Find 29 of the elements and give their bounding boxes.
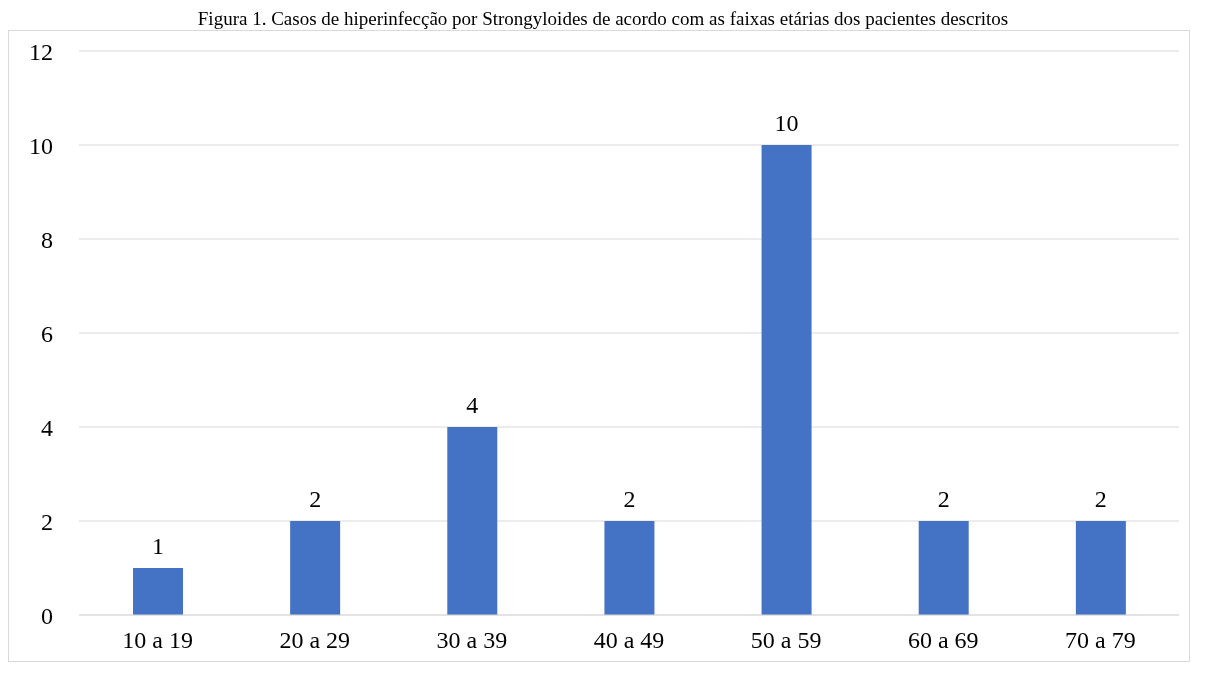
bar (290, 521, 341, 615)
chart-title: Figura 1. Casos de hiperinfecção por Strongyloides de acordo com as faixas etárias dos pacientes descritos (196, 8, 1010, 30)
bar (447, 427, 498, 615)
bar (604, 521, 655, 615)
data-label: 2 (937, 486, 950, 512)
bar (133, 568, 183, 615)
y-tick-label: 4 (41, 414, 53, 441)
y-tick-label: 0 (41, 602, 53, 629)
y-tick-label: 10 (29, 132, 53, 159)
y-tick-label: 2 (41, 508, 53, 535)
data-label: 2 (1094, 486, 1107, 512)
x-tick-label: 30 a 39 (436, 627, 508, 654)
data-label: 2 (623, 486, 636, 512)
bar (1075, 521, 1126, 615)
x-tick-label: 40 a 49 (593, 627, 665, 654)
bar (918, 521, 969, 615)
y-tick-label: 8 (41, 226, 53, 253)
data-label: 4 (466, 392, 479, 418)
x-tick-label: 50 a 59 (750, 627, 822, 654)
x-tick-label: 70 a 79 (1065, 627, 1136, 654)
x-tick-label: 10 a 19 (122, 627, 193, 654)
y-tick-label: 12 (29, 38, 53, 65)
data-label: 1 (152, 533, 164, 559)
bar (761, 145, 812, 615)
data-label: 10 (774, 110, 799, 136)
x-tick-label: 20 a 29 (279, 627, 351, 654)
y-tick-label: 6 (41, 320, 53, 347)
data-label: 2 (309, 486, 322, 512)
x-tick-label: 60 a 69 (907, 627, 979, 654)
